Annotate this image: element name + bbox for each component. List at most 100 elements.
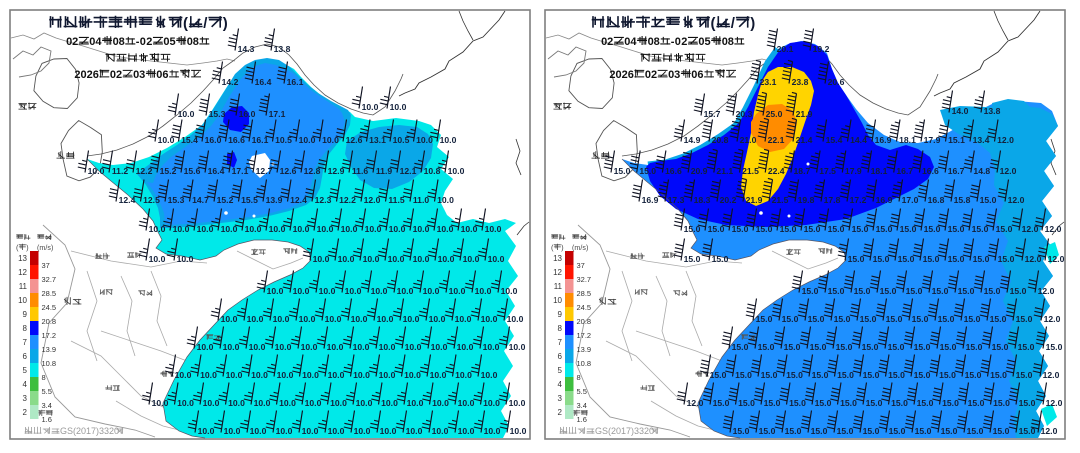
svg-text:14.8: 14.8 [973, 166, 990, 176]
svg-text:15.0: 15.0 [891, 398, 908, 408]
svg-text:15.0: 15.0 [733, 426, 750, 436]
svg-text:08: 08 [113, 36, 125, 48]
svg-text:15.0: 15.0 [1019, 426, 1036, 436]
svg-text:15.0: 15.0 [924, 224, 941, 234]
svg-text:(: ( [551, 243, 554, 252]
svg-text:10.0: 10.0 [413, 224, 430, 234]
svg-text:15.0: 15.0 [932, 286, 949, 296]
svg-text:15.0: 15.0 [965, 370, 982, 380]
svg-text:15.0: 15.0 [708, 224, 725, 234]
svg-text:15.0: 15.0 [993, 426, 1010, 436]
svg-text:15.0: 15.0 [848, 254, 865, 264]
svg-text:10.0: 10.0 [88, 166, 105, 176]
svg-text:15.0: 15.0 [840, 398, 857, 408]
svg-text:37: 37 [42, 261, 50, 270]
svg-text:10.0: 10.0 [381, 398, 398, 408]
svg-text:16.1: 16.1 [252, 135, 269, 145]
svg-text:10.0: 10.0 [251, 370, 268, 380]
svg-text:10.0: 10.0 [403, 314, 420, 324]
svg-text:/: / [731, 15, 736, 32]
svg-text:10.0: 10.0 [277, 370, 294, 380]
svg-text:10.0: 10.0 [322, 135, 339, 145]
svg-text:15.0: 15.0 [1018, 342, 1035, 352]
svg-text:12.8: 12.8 [304, 166, 321, 176]
svg-text:02: 02 [645, 69, 657, 81]
svg-text:15.4: 15.4 [181, 135, 198, 145]
svg-text:12.0: 12.0 [1000, 166, 1017, 176]
svg-text:(m/s): (m/s) [37, 245, 53, 252]
svg-text:7: 7 [23, 338, 28, 347]
svg-text:16.9: 16.9 [875, 135, 892, 145]
svg-text:10.0: 10.0 [149, 224, 166, 234]
svg-text:17.9: 17.9 [924, 135, 941, 145]
svg-text:10.0: 10.0 [247, 314, 264, 324]
svg-text:10.0: 10.0 [269, 224, 286, 234]
svg-text:15.0: 15.0 [990, 370, 1007, 380]
svg-text:11.6: 11.6 [352, 166, 368, 176]
svg-text:10.0: 10.0 [221, 224, 238, 234]
svg-text:12.0: 12.0 [1048, 254, 1065, 264]
svg-text:10.0: 10.0 [152, 398, 169, 408]
svg-text:10.0: 10.0 [313, 254, 330, 264]
svg-text:16.0: 16.0 [239, 109, 256, 119]
svg-text:23.8: 23.8 [792, 77, 809, 87]
svg-text:15.0: 15.0 [782, 314, 799, 324]
svg-text:17.1: 17.1 [269, 109, 286, 119]
svg-text:2026: 2026 [74, 69, 99, 81]
svg-text:(: ( [16, 243, 19, 252]
svg-text:3: 3 [558, 394, 563, 403]
svg-text:10.0: 10.0 [178, 109, 195, 119]
svg-text:20.1: 20.1 [777, 44, 794, 54]
svg-text:08: 08 [187, 36, 199, 48]
svg-text:10.0: 10.0 [293, 224, 310, 234]
svg-text:10.0: 10.0 [299, 135, 316, 145]
svg-text:02: 02 [66, 36, 78, 48]
svg-text:17.1: 17.1 [232, 166, 249, 176]
svg-text:10.0: 10.0 [380, 426, 397, 436]
svg-text:10.0: 10.0 [481, 314, 498, 324]
svg-text:32.7: 32.7 [577, 275, 592, 284]
svg-text:12.0: 12.0 [1025, 254, 1042, 264]
svg-text:15.1: 15.1 [948, 135, 965, 145]
svg-text:10.0: 10.0 [437, 195, 454, 205]
svg-text:10.0: 10.0 [299, 314, 316, 324]
svg-text:10.0: 10.0 [379, 342, 396, 352]
svg-text:15.0: 15.0 [990, 314, 1007, 324]
svg-text:15.0: 15.0 [984, 286, 1001, 296]
svg-text:2: 2 [558, 408, 563, 417]
svg-text:16.9: 16.9 [642, 195, 659, 205]
svg-text:7: 7 [558, 338, 563, 347]
svg-text:23.1: 23.1 [760, 77, 777, 87]
svg-text:11.0: 11.0 [413, 195, 429, 205]
svg-text:9: 9 [558, 310, 563, 319]
svg-text:08: 08 [648, 36, 660, 48]
svg-text:18.1: 18.1 [899, 135, 916, 145]
svg-text:15.0: 15.0 [900, 224, 917, 234]
svg-text:12.0: 12.0 [1044, 314, 1061, 324]
svg-text:1.6: 1.6 [42, 415, 52, 424]
svg-text:12.0: 12.0 [1046, 398, 1063, 408]
svg-text:13: 13 [18, 254, 27, 263]
svg-text:6: 6 [558, 352, 563, 361]
svg-text:15.0: 15.0 [898, 254, 915, 264]
svg-text:): ) [561, 243, 564, 252]
svg-text:20.9: 20.9 [691, 166, 708, 176]
svg-text:10.0: 10.0 [302, 426, 319, 436]
svg-text:04: 04 [89, 36, 102, 48]
svg-text:15.0: 15.0 [1016, 314, 1033, 324]
svg-text:10.0: 10.0 [388, 254, 405, 264]
svg-text:14.7: 14.7 [192, 195, 209, 205]
svg-text:18.7: 18.7 [794, 166, 811, 176]
svg-text:10.0: 10.0 [221, 314, 238, 324]
svg-text:18.1: 18.1 [871, 166, 888, 176]
svg-text:15.0: 15.0 [808, 314, 825, 324]
svg-text:): ) [750, 15, 755, 32]
svg-text:15.6: 15.6 [184, 166, 201, 176]
svg-text:19.8: 19.8 [798, 195, 815, 205]
svg-text:15.0: 15.0 [810, 342, 827, 352]
svg-text:15.0: 15.0 [966, 342, 983, 352]
svg-text:10.0: 10.0 [198, 426, 215, 436]
svg-text:15.0: 15.0 [828, 286, 845, 296]
svg-text:15.0: 15.0 [1019, 398, 1036, 408]
svg-text:14.4: 14.4 [850, 135, 867, 145]
